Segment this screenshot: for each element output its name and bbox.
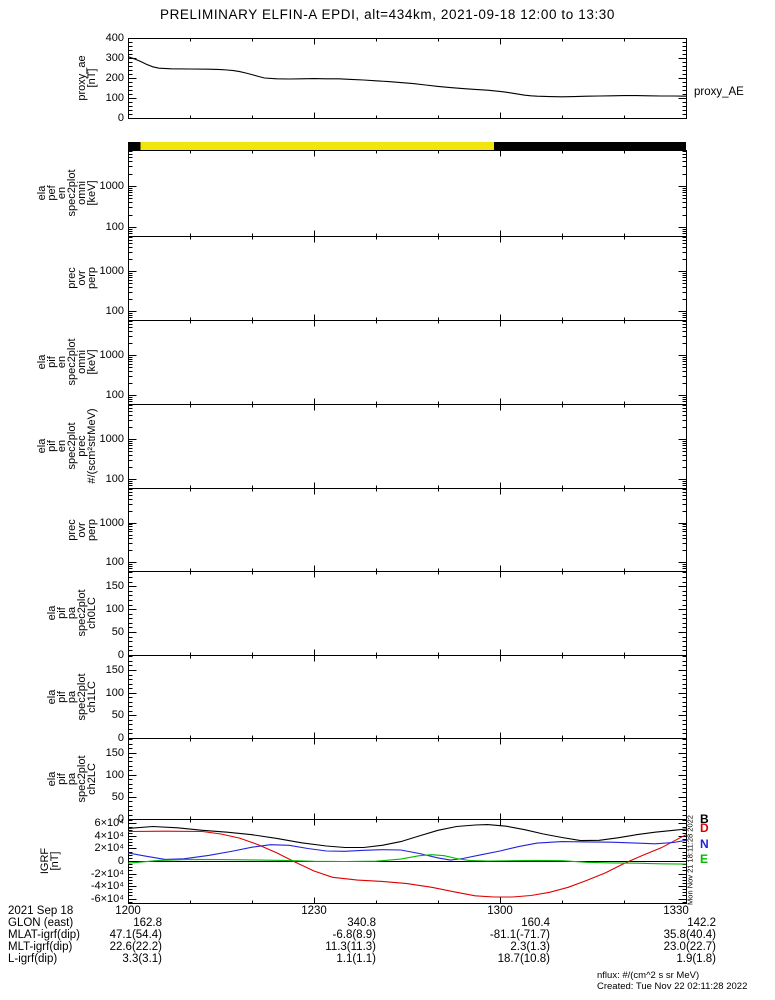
table-cell: 23.0(22.7) <box>663 941 716 953</box>
panel-ylabel-pef_prec_ovr_perp: prec ovr perp <box>66 266 98 290</box>
panel-ylabel-ela_pif_pa_spec2plot_ch1LC: ela pif pa spec2plot ch1LC <box>46 672 98 721</box>
series-B <box>128 824 687 849</box>
ytick-label: 0 <box>117 649 124 661</box>
xtick-label: 1230 <box>301 905 327 917</box>
table-row-label: MLAT-igrf(dip) <box>8 929 80 941</box>
ytick-label: -6×10⁴ <box>90 892 124 905</box>
ytick-label: 0 <box>117 112 124 124</box>
table-cell: -81.1(-71.7) <box>489 929 550 941</box>
panel-ylabel-proxy_ae: proxy_ae [nT] <box>76 55 98 101</box>
ytick-label: 1000 <box>99 265 124 278</box>
series-proxy_AE <box>128 56 687 98</box>
table-cell: 22.6(22.2) <box>109 941 162 953</box>
panel-orbit_bar <box>128 142 686 150</box>
panel-ylabel-igrf: IGRF [nT] <box>39 847 61 875</box>
panel-ylabel-ela_pif_en_spec2plot_omni: ela pif en spec2plot omni [keV] <box>36 338 98 386</box>
ytick-label: 100 <box>105 220 124 233</box>
panel-ylabel-ela_pif_en_spec2plot_prec: ela pif en spec2plot prec #/(scm²strMeV) <box>36 408 98 484</box>
date-label: 2021 Sep 18 <box>8 905 74 917</box>
orbit-bar-segment <box>140 142 494 150</box>
panel-proxy_ae <box>128 38 687 119</box>
ytick-label: 150 <box>105 580 124 593</box>
ytick-label: 100 <box>105 305 124 318</box>
table-cell: 160.4 <box>521 917 550 929</box>
created-timestamp: Created: Tue Nov 22 02:11:28 2022 <box>597 981 748 992</box>
panel-ela_pif_en_spec2plot_prec <box>128 404 687 489</box>
ytick-label: 150 <box>105 746 124 759</box>
table-cell: 3.3(3.1) <box>122 953 162 965</box>
legend-E: E <box>700 852 709 866</box>
table-row-label: MLT-igrf(dip) <box>8 941 73 953</box>
panel-igrf <box>128 819 687 904</box>
ytick-label: 100 <box>105 389 124 402</box>
table-cell: 142.2 <box>687 917 716 929</box>
ytick-label: 100 <box>105 603 124 616</box>
panel-ela_pif_en_spec2plot_omni <box>128 320 687 405</box>
table-cell: 1.1(1.1) <box>336 953 376 965</box>
ytick-label: 50 <box>111 709 124 722</box>
series-E <box>128 854 687 865</box>
panel-ela_pef_en_spec2plot_omni <box>128 150 687 237</box>
ytick-label: 100 <box>105 473 124 486</box>
ytick-label: 100 <box>105 92 124 104</box>
ytick-label: 300 <box>105 52 124 64</box>
side-timestamp: Mon Nov 21 18:11:28 2022 <box>685 815 695 905</box>
ytick-label: 2×10⁴ <box>94 842 124 855</box>
panel-ylabel-ela_pif_pa_spec2plot_ch0LC: ela pif pa spec2plot ch0LC <box>46 589 98 637</box>
legend-N: N <box>700 837 709 851</box>
legend-B: B <box>700 812 709 826</box>
xtick-label: 1330 <box>663 905 689 917</box>
nflux-units-note: nflux: #/(cm^2 s sr MeV) <box>597 970 700 981</box>
panel-ylabel-ela_pef_en_spec2plot_omni: ela pef en spec2plot omni [keV] <box>36 169 98 217</box>
orbit-bar-segment <box>128 142 141 150</box>
table-cell: 1.9(1.8) <box>676 953 716 965</box>
proxy-ae-right-label: proxy_AE <box>694 86 744 98</box>
xtick-label: 1200 <box>115 905 141 917</box>
ytick-label: 400 <box>105 32 124 44</box>
table-cell: 11.3(11.3) <box>325 941 376 953</box>
ytick-label: 0 <box>117 732 124 744</box>
ytick-label: 100 <box>105 768 124 781</box>
table-cell: 2.3(1.3) <box>510 941 550 953</box>
table-cell: -6.8(8.9) <box>332 929 376 941</box>
table-cell: 47.1(54.4) <box>109 929 162 941</box>
ytick-label: 1000 <box>99 516 124 529</box>
legend-D: D <box>700 821 709 835</box>
ytick-label: 100 <box>105 556 124 569</box>
panel-ela_pif_pa_spec2plot_ch2LC <box>128 738 687 820</box>
table-cell: 162.8 <box>133 917 162 929</box>
ytick-label: 1000 <box>99 179 124 192</box>
xtick-label: 1300 <box>487 905 513 917</box>
ytick-label: 1000 <box>99 433 124 446</box>
ytick-label: 50 <box>111 626 124 639</box>
ytick-label: 0 <box>117 813 124 825</box>
ytick-label: 50 <box>111 790 124 803</box>
orbit-bar-segment <box>493 142 686 150</box>
ytick-label: 1000 <box>99 349 124 362</box>
panel-pif_prec_ovr_perp <box>128 488 687 572</box>
table-row-label: GLON (east) <box>8 917 74 929</box>
ytick-label: 0 <box>117 855 124 867</box>
series-D <box>128 830 687 898</box>
ytick-label: 200 <box>105 72 124 84</box>
table-cell: 35.8(40.4) <box>663 929 716 941</box>
panel-ela_pif_pa_spec2plot_ch0LC <box>128 571 687 656</box>
table-row-label: L-igrf(dip) <box>8 953 58 965</box>
panel-ylabel-ela_pif_pa_spec2plot_ch2LC: ela pif pa spec2plot ch2LC <box>46 754 98 803</box>
ytick-label: 150 <box>105 663 124 676</box>
ytick-label: -2×10⁴ <box>90 867 124 880</box>
table-cell: 340.8 <box>347 917 376 929</box>
panel-ylabel-pif_prec_ovr_perp: prec ovr perp <box>66 518 98 541</box>
panel-pef_prec_ovr_perp <box>128 236 687 321</box>
table-cell: 18.7(10.8) <box>497 953 550 965</box>
ytick-label: 100 <box>105 686 124 699</box>
ytick-label: 4×10⁴ <box>94 829 124 842</box>
series-N <box>128 839 687 861</box>
ytick-label: 6×10⁴ <box>94 817 124 830</box>
plot-title: PRELIMINARY ELFIN-A EPDI, alt=434km, 202… <box>159 7 616 22</box>
ytick-label: -4×10⁴ <box>90 880 124 893</box>
panel-ela_pif_pa_spec2plot_ch1LC <box>128 655 687 739</box>
